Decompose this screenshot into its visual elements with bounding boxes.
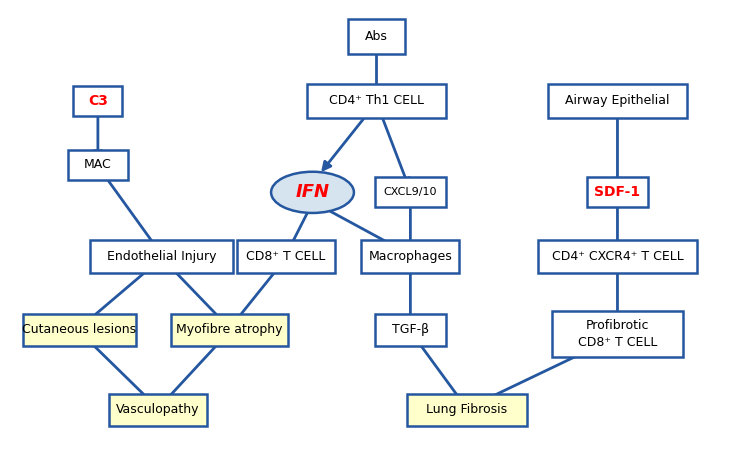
- FancyBboxPatch shape: [587, 177, 648, 207]
- Text: Cutaneous lesions: Cutaneous lesions: [22, 323, 136, 336]
- FancyBboxPatch shape: [551, 311, 683, 357]
- FancyBboxPatch shape: [547, 83, 687, 118]
- Text: TGF-β: TGF-β: [392, 323, 429, 336]
- FancyBboxPatch shape: [171, 314, 288, 346]
- Text: CXCL9/10: CXCL9/10: [383, 187, 437, 197]
- Text: Abs: Abs: [365, 30, 388, 43]
- FancyBboxPatch shape: [361, 240, 459, 273]
- Text: C3: C3: [88, 94, 108, 108]
- Text: CD4⁺ CXCR4⁺ T CELL: CD4⁺ CXCR4⁺ T CELL: [552, 250, 683, 263]
- FancyBboxPatch shape: [348, 19, 405, 54]
- Text: Macrophages: Macrophages: [368, 250, 453, 263]
- Text: SDF-1: SDF-1: [594, 185, 641, 199]
- Ellipse shape: [271, 172, 354, 213]
- FancyBboxPatch shape: [23, 314, 136, 346]
- FancyBboxPatch shape: [90, 240, 233, 273]
- FancyBboxPatch shape: [538, 240, 697, 273]
- FancyBboxPatch shape: [237, 240, 335, 273]
- Text: Myofibre atrophy: Myofibre atrophy: [176, 323, 283, 336]
- FancyBboxPatch shape: [375, 314, 446, 346]
- Text: Endothelial Injury: Endothelial Injury: [107, 250, 217, 263]
- FancyBboxPatch shape: [74, 86, 122, 115]
- FancyBboxPatch shape: [375, 177, 446, 207]
- Text: Profibrotic
CD8⁺ T CELL: Profibrotic CD8⁺ T CELL: [578, 319, 657, 349]
- Text: Lung Fibrosis: Lung Fibrosis: [426, 403, 508, 416]
- Text: MAC: MAC: [84, 158, 111, 171]
- Text: IFN: IFN: [295, 183, 330, 202]
- Text: CD4⁺ Th1 CELL: CD4⁺ Th1 CELL: [329, 94, 424, 107]
- FancyBboxPatch shape: [306, 83, 446, 118]
- Text: Airway Epithelial: Airway Epithelial: [566, 94, 669, 107]
- Text: CD8⁺ T CELL: CD8⁺ T CELL: [246, 250, 326, 263]
- FancyBboxPatch shape: [407, 394, 527, 426]
- Text: Vasculopathy: Vasculopathy: [117, 403, 200, 416]
- FancyBboxPatch shape: [68, 150, 128, 180]
- FancyBboxPatch shape: [109, 394, 207, 426]
